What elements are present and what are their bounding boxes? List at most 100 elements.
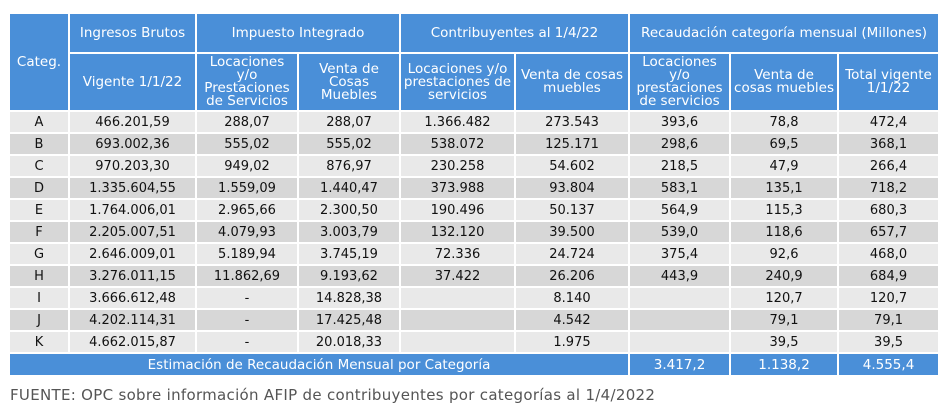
- cell-con-loc: 72.336: [401, 244, 516, 266]
- cell-rec-venta: 120,7: [731, 288, 840, 310]
- header-imp-venta: Venta de Cosas Muebles: [299, 54, 401, 112]
- cell-rec-loc: 539,0: [630, 222, 732, 244]
- cell-rec-loc: 298,6: [630, 134, 732, 156]
- cell-imp-venta: 9.193,62: [299, 266, 401, 288]
- cell-imp-venta: 17.425,48: [299, 310, 401, 332]
- cell-con-loc: 538.072: [401, 134, 516, 156]
- cell-ingresos: 3.666.612,48: [70, 288, 197, 310]
- table-row: G 2.646.009,01 5.189,94 3.745,19 72.336 …: [10, 244, 941, 266]
- table-row: J 4.202.114,31 - 17.425,48 4.542 79,1 79…: [10, 310, 941, 332]
- cell-rec-venta: 69,5: [731, 134, 840, 156]
- total-row: Estimación de Recaudación Mensual por Ca…: [10, 354, 941, 377]
- table-row: C 970.203,30 949,02 876,97 230.258 54.60…: [10, 156, 941, 178]
- cell-imp-venta: 1.440,47: [299, 178, 401, 200]
- cell-imp-loc: 555,02: [197, 134, 299, 156]
- cell-rec-venta: 118,6: [731, 222, 840, 244]
- source-note: FUENTE: OPC sobre información AFIP de co…: [10, 386, 656, 404]
- table-body: A 466.201,59 288,07 288,07 1.366.482 273…: [10, 112, 941, 377]
- cell-imp-venta: 3.003,79: [299, 222, 401, 244]
- cell-cat: B: [10, 134, 70, 156]
- cell-con-venta: 50.137: [516, 200, 631, 222]
- cell-total: 657,7: [839, 222, 941, 244]
- total-rec-total: 4.555,4: [839, 354, 941, 377]
- cell-imp-loc: 288,07: [197, 112, 299, 134]
- cell-rec-venta: 78,8: [731, 112, 840, 134]
- cell-total: 39,5: [839, 332, 941, 354]
- cell-ingresos: 1.335.604,55: [70, 178, 197, 200]
- cell-cat: D: [10, 178, 70, 200]
- cell-con-venta: 54.602: [516, 156, 631, 178]
- cell-con-loc: 37.422: [401, 266, 516, 288]
- cell-rec-venta: 47,9: [731, 156, 840, 178]
- cell-imp-venta: 876,97: [299, 156, 401, 178]
- header-rec-total: Total vigente 1/1/22: [839, 54, 941, 112]
- cell-cat: A: [10, 112, 70, 134]
- cell-imp-loc: 2.965,66: [197, 200, 299, 222]
- cell-con-venta: 1.975: [516, 332, 631, 354]
- cell-total: 684,9: [839, 266, 941, 288]
- table-row: E 1.764.006,01 2.965,66 2.300,50 190.496…: [10, 200, 941, 222]
- header-rec-locaciones: Locaciones y/o prestaciones de servicios: [630, 54, 732, 112]
- cell-con-loc: [401, 288, 516, 310]
- cell-con-loc: [401, 332, 516, 354]
- cell-ingresos: 3.276.011,15: [70, 266, 197, 288]
- cell-ingresos: 4.662.015,87: [70, 332, 197, 354]
- cell-cat: H: [10, 266, 70, 288]
- cell-rec-loc: 375,4: [630, 244, 732, 266]
- cell-con-venta: 26.206: [516, 266, 631, 288]
- header-vigente: Vigente 1/1/22: [70, 54, 197, 112]
- cell-total: 718,2: [839, 178, 941, 200]
- cell-rec-loc: 218,5: [630, 156, 732, 178]
- header-contribuyentes: Contribuyentes al 1/4/22: [401, 14, 631, 54]
- cell-imp-loc: 949,02: [197, 156, 299, 178]
- cell-rec-loc: 443,9: [630, 266, 732, 288]
- cell-imp-loc: 5.189,94: [197, 244, 299, 266]
- cell-rec-loc: 583,1: [630, 178, 732, 200]
- cell-rec-venta: 39,5: [731, 332, 840, 354]
- cell-imp-loc: 11.862,69: [197, 266, 299, 288]
- cell-rec-venta: 92,6: [731, 244, 840, 266]
- header-impuesto-integrado: Impuesto Integrado: [197, 14, 401, 54]
- cell-imp-loc: 1.559,09: [197, 178, 299, 200]
- cell-rec-venta: 135,1: [731, 178, 840, 200]
- cell-ingresos: 693.002,36: [70, 134, 197, 156]
- cell-rec-venta: 115,3: [731, 200, 840, 222]
- recaudacion-table: Categ. Ingresos Brutos Impuesto Integrad…: [10, 14, 941, 377]
- header-con-locaciones: Locaciones y/o prestaciones de servicios: [401, 54, 516, 112]
- table-row: H 3.276.011,15 11.862,69 9.193,62 37.422…: [10, 266, 941, 288]
- cell-ingresos: 2.646.009,01: [70, 244, 197, 266]
- table-row: F 2.205.007,51 4.079,93 3.003,79 132.120…: [10, 222, 941, 244]
- table-row: A 466.201,59 288,07 288,07 1.366.482 273…: [10, 112, 941, 134]
- cell-total: 266,4: [839, 156, 941, 178]
- cell-imp-loc: -: [197, 332, 299, 354]
- cell-total: 472,4: [839, 112, 941, 134]
- cell-rec-loc: [630, 332, 732, 354]
- cell-total: 120,7: [839, 288, 941, 310]
- cell-imp-venta: 20.018,33: [299, 332, 401, 354]
- header-rec-venta: Venta de cosas muebles: [731, 54, 840, 112]
- cell-con-loc: 190.496: [401, 200, 516, 222]
- cell-total: 368,1: [839, 134, 941, 156]
- cell-cat: E: [10, 200, 70, 222]
- cell-con-loc: 132.120: [401, 222, 516, 244]
- cell-imp-loc: 4.079,93: [197, 222, 299, 244]
- cell-imp-loc: -: [197, 310, 299, 332]
- table-row: K 4.662.015,87 - 20.018,33 1.975 39,5 39…: [10, 332, 941, 354]
- cell-imp-venta: 14.828,38: [299, 288, 401, 310]
- header-categ: Categ.: [10, 14, 70, 112]
- cell-con-loc: [401, 310, 516, 332]
- cell-con-loc: 1.366.482: [401, 112, 516, 134]
- cell-cat: F: [10, 222, 70, 244]
- cell-con-loc: 230.258: [401, 156, 516, 178]
- cell-total: 468,0: [839, 244, 941, 266]
- cell-rec-loc: [630, 310, 732, 332]
- total-rec-loc: 3.417,2: [630, 354, 732, 377]
- cell-rec-venta: 79,1: [731, 310, 840, 332]
- cell-imp-venta: 555,02: [299, 134, 401, 156]
- cell-con-venta: 273.543: [516, 112, 631, 134]
- cell-ingresos: 1.764.006,01: [70, 200, 197, 222]
- table-row: D 1.335.604,55 1.559,09 1.440,47 373.988…: [10, 178, 941, 200]
- cell-rec-loc: 564,9: [630, 200, 732, 222]
- cell-cat: J: [10, 310, 70, 332]
- cell-rec-loc: 393,6: [630, 112, 732, 134]
